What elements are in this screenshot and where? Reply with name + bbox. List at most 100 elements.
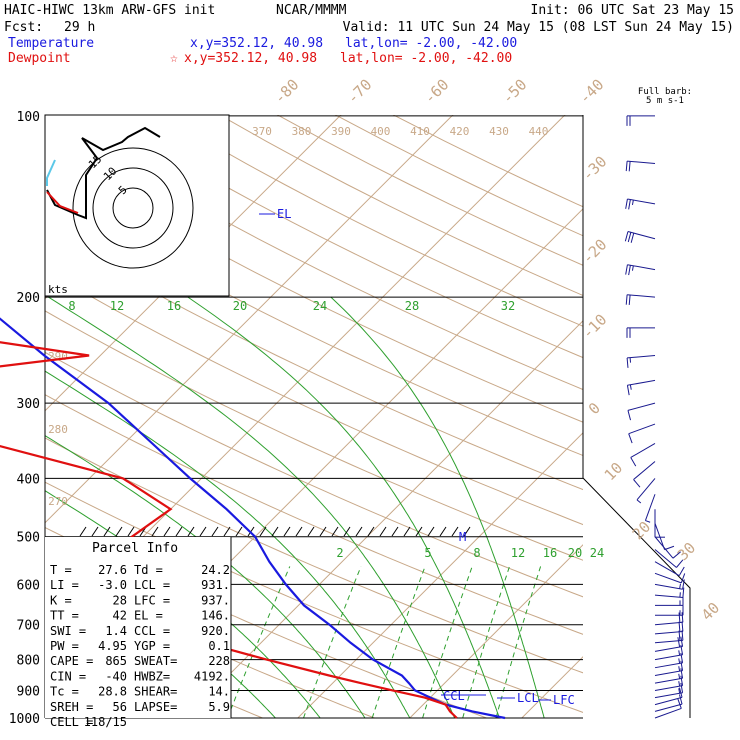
wind-barb-staff bbox=[654, 662, 683, 669]
moist-adiabat-label: 24 bbox=[313, 299, 327, 313]
parcel-cell: LFC = bbox=[134, 593, 170, 607]
mixing-ratio-label: 8 bbox=[473, 546, 480, 560]
parcel-cell: HWBZ= bbox=[134, 669, 170, 683]
temperature-line bbox=[0, 317, 506, 720]
temperature-legend: Temperature bbox=[8, 36, 94, 51]
wind-barb-flag bbox=[631, 265, 634, 271]
pressure-label: 200 bbox=[17, 291, 40, 306]
fcst-value: 29 h bbox=[64, 20, 95, 35]
theta-label: 370 bbox=[252, 125, 272, 138]
wind-barb-flag bbox=[645, 520, 651, 523]
theta-label: 400 bbox=[371, 125, 391, 138]
hatch-mark bbox=[295, 526, 303, 537]
dry-adiabat-line bbox=[45, 115, 583, 718]
mixing-ratio-label: 20 bbox=[568, 546, 582, 560]
hatch-mark bbox=[127, 526, 135, 537]
parcel-cell: YGP = bbox=[134, 639, 170, 653]
moist-adiabat-label: 32 bbox=[501, 299, 515, 313]
hodograph-trace bbox=[46, 126, 161, 220]
theta-label: 410 bbox=[410, 125, 430, 138]
wind-barb-staff bbox=[627, 264, 656, 271]
isotherm-label: 40 bbox=[698, 599, 724, 625]
dry-adiabat-line bbox=[45, 115, 583, 718]
theta-label: 380 bbox=[292, 125, 312, 138]
hatch-mark bbox=[115, 526, 123, 537]
mixing-ratio-label: 2 bbox=[336, 546, 343, 560]
hatch-mark bbox=[283, 526, 291, 537]
parcel-cell: LI = bbox=[50, 578, 79, 592]
isotherm-line bbox=[45, 115, 480, 718]
dry-adiabat-line bbox=[287, 115, 583, 718]
wind-barb-flag bbox=[627, 232, 632, 243]
parcel-cell: 56 bbox=[113, 700, 127, 714]
parcel-cell: SWEAT= bbox=[134, 654, 177, 668]
wind-barb-flag bbox=[680, 675, 684, 686]
wind-barb-flag bbox=[677, 698, 682, 709]
parcel-cell: TT = bbox=[50, 609, 79, 623]
wind-barb-flag bbox=[628, 265, 631, 276]
wind-barb-flag bbox=[631, 199, 634, 206]
wind-barb-flag bbox=[636, 499, 642, 504]
isotherm-line bbox=[284, 115, 583, 718]
hatch-mark bbox=[367, 526, 375, 537]
isotherm-label: -60 bbox=[421, 76, 453, 108]
wind-barb-flag bbox=[678, 650, 681, 656]
parcel-cell: 931. bbox=[201, 578, 230, 592]
wind-barb-staff bbox=[654, 696, 683, 706]
dry-adiabat-line bbox=[45, 115, 583, 718]
pressure-label: 1000 bbox=[9, 712, 40, 727]
wind-barb-flag bbox=[628, 294, 631, 305]
parcel-cell: 228 bbox=[208, 654, 230, 668]
wind-barb-flag bbox=[628, 199, 631, 210]
wind-barb-staff bbox=[654, 703, 683, 712]
wind-barb-staff bbox=[627, 198, 656, 205]
wind-barb-staff bbox=[654, 654, 683, 661]
wind-barb-flag bbox=[626, 385, 630, 396]
dewpoint-legend: Dewpoint bbox=[8, 51, 71, 66]
wind-barb-staff bbox=[654, 621, 683, 626]
isotherm-line bbox=[172, 115, 583, 718]
wind-barb-flag bbox=[624, 231, 629, 242]
mixing-ratio-line bbox=[462, 566, 510, 718]
hatch-mark bbox=[307, 526, 315, 537]
wind-barb-staff bbox=[627, 294, 656, 298]
hodograph-trace-low bbox=[46, 159, 56, 186]
parcel-cell: 24.2 bbox=[201, 563, 230, 577]
hatch-mark bbox=[103, 526, 111, 537]
isotherm-label: -80 bbox=[271, 76, 303, 108]
hatch-mark bbox=[175, 526, 183, 537]
wind-barb-staff bbox=[654, 630, 683, 635]
parcel-cell: 28 bbox=[113, 593, 127, 607]
theta-label: 280 bbox=[48, 423, 68, 436]
wind-barb-staff bbox=[654, 594, 683, 599]
hatch-mark bbox=[415, 526, 423, 537]
init-time: Init: 06 UTC Sat 23 May 15 bbox=[531, 3, 735, 18]
parcel-cell: 937. bbox=[201, 593, 230, 607]
parcel-cell: SREH = bbox=[50, 700, 93, 714]
dry-adiabat-line bbox=[45, 115, 583, 718]
wind-barb-flag bbox=[678, 566, 685, 576]
pressure-label: 300 bbox=[17, 397, 40, 412]
wind-barb-flag bbox=[680, 682, 684, 693]
wind-barb-flag bbox=[682, 579, 685, 590]
valid-time: Valid: 11 UTC Sun 24 May 15 (08 LST Sun … bbox=[343, 20, 734, 35]
hatch-mark bbox=[343, 526, 351, 537]
parcel-cell: 5.9 bbox=[208, 700, 230, 714]
wind-barb-flag bbox=[626, 357, 629, 368]
parcel-cell: SHEAR= bbox=[134, 685, 177, 699]
wind-barb-flag bbox=[680, 660, 684, 671]
wind-barb-flag bbox=[627, 410, 632, 421]
theta-label: 270 bbox=[48, 495, 68, 508]
wind-barb-flag bbox=[681, 630, 684, 641]
marker-lcl: LCL bbox=[517, 691, 539, 705]
hatch-mark bbox=[259, 526, 267, 537]
pressure-label: 100 bbox=[17, 110, 40, 125]
wind-barb-flag bbox=[680, 652, 684, 663]
wind-barb-staff bbox=[654, 549, 677, 568]
parcel-cell: 27.6 bbox=[98, 563, 127, 577]
hatch-mark bbox=[451, 526, 459, 537]
parcel-cell: 0.1 bbox=[208, 639, 230, 653]
parcel-cell: 865 bbox=[105, 654, 127, 668]
wind-barb-staff bbox=[628, 423, 656, 435]
parcel-cell: 4192. bbox=[194, 669, 230, 683]
